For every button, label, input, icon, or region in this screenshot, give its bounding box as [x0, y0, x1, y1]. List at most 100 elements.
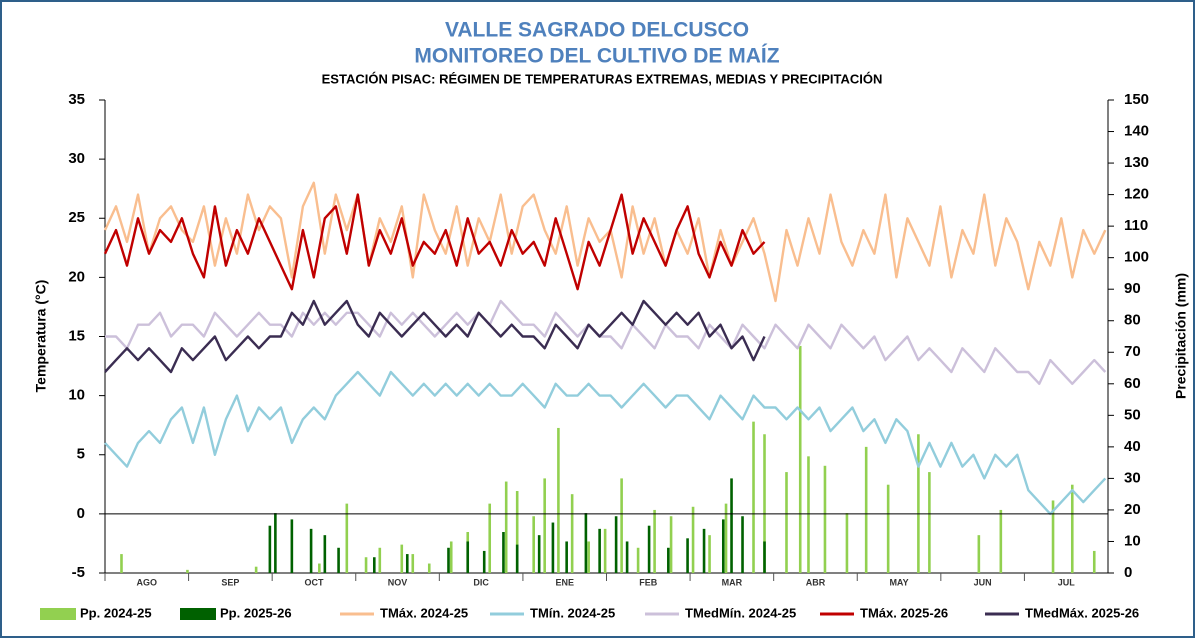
precip-bar	[708, 535, 711, 573]
y2-tick-label: 130	[1124, 154, 1149, 171]
precip-bar	[557, 427, 560, 573]
x-tick-label: OCT	[304, 577, 324, 587]
precip-bar	[254, 566, 258, 573]
x-tick-label: ENE	[555, 577, 574, 587]
y-tick-label: -5	[72, 564, 85, 581]
precip-bar	[721, 519, 725, 573]
precip-bar	[999, 509, 1003, 573]
y-tick-label: 0	[77, 505, 85, 522]
series-line	[104, 299, 766, 374]
precip-bar	[917, 434, 920, 573]
precip-bar	[669, 516, 673, 573]
legend-swatch	[40, 608, 76, 620]
legend-swatch	[180, 608, 216, 620]
precip-bar	[515, 544, 519, 573]
precip-bar	[400, 544, 404, 573]
precip-bar	[309, 528, 313, 573]
x-tick-label: DIC	[473, 577, 489, 587]
precip-bar	[686, 538, 689, 573]
y2-tick-label: 110	[1124, 217, 1148, 234]
precip-bar	[763, 434, 766, 573]
series-line	[105, 299, 1107, 385]
series-line	[103, 193, 766, 291]
series-line	[104, 370, 1107, 516]
y-tick-label: 20	[68, 268, 85, 285]
y-tick-label: 30	[68, 150, 85, 167]
y-tick-label: 15	[68, 327, 85, 344]
x-tick-label: ABR	[806, 577, 826, 587]
y2-tick-label: 10	[1124, 532, 1141, 549]
y2-tick-label: 20	[1124, 501, 1141, 518]
precip-bar	[864, 446, 868, 573]
y2-tick-label: 100	[1124, 249, 1149, 266]
precip-bar	[186, 569, 189, 573]
precip-bar	[928, 472, 931, 573]
legend-label: Pp. 2025-26	[220, 605, 292, 620]
precip-bar	[1051, 500, 1055, 573]
precip-bar	[274, 513, 277, 573]
precip-bar	[587, 541, 590, 573]
precip-bar	[565, 541, 568, 573]
y2-tick-label: 150	[1124, 91, 1149, 108]
precip-bar	[614, 516, 618, 573]
precip-bar	[323, 535, 327, 573]
precip-bar	[318, 563, 321, 573]
precip-bar	[364, 557, 368, 573]
precip-bar	[1092, 550, 1096, 573]
precip-bar	[337, 547, 340, 573]
y2-tick-label: 120	[1124, 186, 1149, 203]
precip-bar	[845, 513, 849, 573]
precip-bar	[798, 345, 802, 573]
y2-tick-label: 30	[1124, 469, 1141, 486]
y2-tick-label: 90	[1124, 280, 1141, 297]
precip-bar	[636, 547, 640, 573]
y2-tick-label: 70	[1124, 343, 1141, 360]
legend-label: TMáx. 2025-26	[860, 605, 948, 620]
y2-tick-label: 60	[1124, 375, 1141, 392]
legend-label: TMáx. 2024-25	[380, 605, 468, 620]
precip-bar	[691, 506, 695, 573]
precip-bar	[405, 554, 409, 573]
precip-bar	[603, 528, 607, 573]
chart-subtitle: MONITOREO DEL CULTIVO DE MAÍZ	[414, 45, 779, 68]
precip-bar	[570, 494, 574, 573]
chart-subtitle2: ESTACIÓN PISAC: RÉGIMEN DE TEMPERATURAS …	[322, 71, 883, 86]
precip-bar	[807, 456, 810, 573]
precip-bar	[543, 478, 546, 573]
precip-bar	[411, 554, 415, 573]
precip-bar	[785, 472, 788, 573]
y-tick-label: 25	[68, 209, 85, 226]
precip-bar	[466, 541, 470, 573]
x-tick-label: JUN	[974, 577, 992, 587]
precip-bar	[823, 465, 827, 573]
precip-bar	[625, 541, 629, 573]
precip-bar	[290, 519, 294, 573]
precip-bar	[551, 522, 555, 573]
precip-bar	[702, 528, 706, 573]
y2-tick-label: 40	[1124, 438, 1141, 455]
precip-bar	[886, 484, 890, 573]
precip-bar	[724, 503, 728, 573]
precip-bar	[427, 563, 431, 573]
x-tick-label: NOV	[388, 577, 408, 587]
precip-bar	[741, 516, 744, 573]
x-tick-label: JUL	[1058, 577, 1076, 587]
precip-bar	[449, 541, 453, 573]
y2-axis-label: Precipitación (mm)	[1173, 273, 1189, 399]
x-tick-label: SEP	[221, 577, 239, 587]
y2-tick-label: 80	[1124, 312, 1141, 329]
precip-bar	[515, 491, 519, 573]
y-tick-label: 10	[68, 387, 85, 404]
precip-bar	[647, 525, 651, 573]
y2-tick-label: 0	[1124, 564, 1132, 581]
precip-bar	[482, 550, 486, 573]
legend-label: TMedMín. 2024-25	[685, 605, 796, 620]
precip-bar	[598, 528, 601, 573]
x-tick-label: AGO	[137, 577, 158, 587]
series-line	[103, 181, 1107, 303]
x-tick-label: MAR	[722, 577, 743, 587]
precip-bar	[447, 547, 450, 573]
legend-label: TMín. 2024-25	[530, 605, 615, 620]
